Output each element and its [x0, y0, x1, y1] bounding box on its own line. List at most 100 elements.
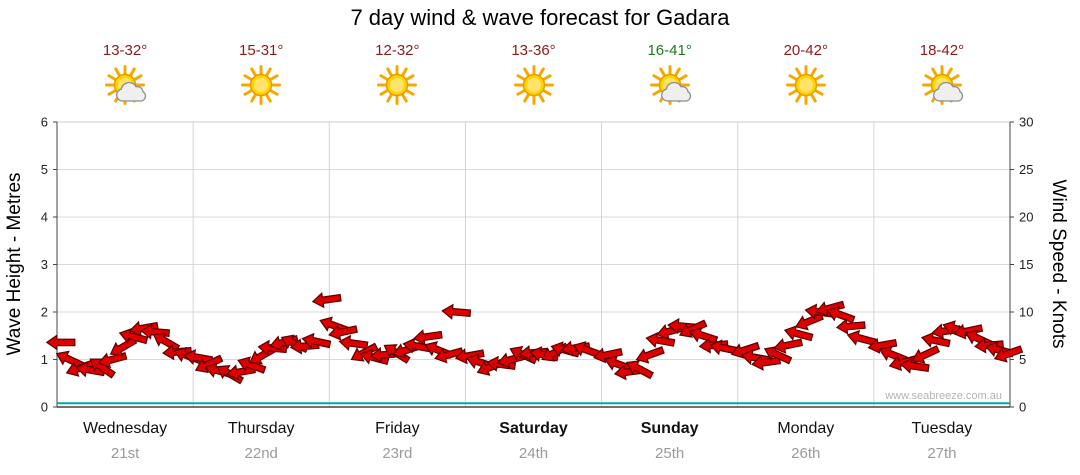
day-name-label: Friday	[375, 420, 419, 437]
left-tick-label: 5	[41, 162, 48, 177]
sun-ray	[379, 74, 390, 81]
weather-icon-row	[0, 63, 1080, 115]
sun	[241, 65, 282, 105]
cloud	[116, 81, 147, 102]
wind-arrow	[794, 312, 824, 331]
left-tick-label: 0	[41, 400, 48, 415]
day-name-label: Tuesday	[912, 420, 973, 437]
day-temperature: 20-42°	[783, 42, 828, 59]
right-tick-label: 10	[1019, 305, 1033, 320]
sun-ray	[931, 67, 938, 77]
sun-ray	[788, 74, 798, 81]
sun-ray	[107, 74, 118, 81]
sun-ray	[250, 93, 258, 103]
wind-arrow	[867, 337, 898, 354]
sun-ray	[541, 74, 552, 81]
sun-ray	[795, 67, 802, 77]
wind-arrow	[773, 337, 804, 354]
sun-ray	[405, 89, 415, 96]
left-tick-label: 2	[41, 305, 48, 320]
day-name-label: Thursday	[228, 420, 295, 437]
sun-cloud-icon	[919, 63, 965, 107]
sun-ray	[243, 89, 254, 96]
sun-ray	[945, 67, 953, 77]
left-tick-label: 4	[41, 210, 48, 225]
sun-ray	[133, 74, 143, 81]
day-temperature: 15-31°	[239, 42, 284, 59]
wind-arrow	[328, 324, 358, 341]
sun-icon	[238, 63, 284, 107]
day-date-label: 21st	[111, 445, 140, 462]
sun-ray	[795, 93, 802, 103]
wind-arrow	[45, 334, 76, 351]
sun-ray	[537, 93, 545, 103]
sun-ray	[243, 74, 254, 81]
day-date-label: 23rd	[382, 445, 412, 462]
right-tick-label: 5	[1019, 352, 1026, 367]
sun-ray	[537, 67, 545, 77]
sun-ray	[107, 89, 118, 96]
wind-arrow	[454, 348, 485, 365]
wind-arrow	[679, 319, 708, 338]
sun-ray	[541, 89, 552, 96]
sun-ray	[129, 67, 136, 77]
sun	[377, 65, 418, 105]
wind-arrow	[835, 318, 866, 335]
sun-ray	[522, 67, 530, 77]
sun-ray	[379, 89, 390, 96]
sun-ray	[673, 67, 681, 77]
day-date-label: 25th	[655, 445, 684, 462]
wind-arrow	[441, 303, 472, 320]
sun	[785, 65, 826, 105]
sun-icon	[374, 63, 420, 107]
sun-ray	[813, 89, 824, 96]
right-tick-label: 25	[1019, 162, 1033, 177]
day-temperature: 16-41°	[647, 42, 692, 59]
day-temperature: 13-32°	[102, 42, 148, 59]
right-tick-label: 15	[1019, 257, 1033, 272]
sun-ray	[809, 93, 817, 103]
sun-ray	[401, 67, 409, 77]
wind-arrow	[826, 306, 856, 324]
sun-ray	[386, 93, 394, 103]
sun-ray	[788, 89, 798, 96]
right-tick-label: 0	[1019, 400, 1026, 415]
wind-arrow	[412, 329, 443, 346]
wind-arrow	[751, 354, 782, 371]
sun-ray	[265, 67, 272, 77]
sun-icon	[511, 63, 557, 107]
day-temperature: 12-32°	[375, 42, 420, 59]
day-date-label: 26th	[791, 445, 820, 462]
cloud	[660, 81, 691, 102]
sun	[513, 65, 554, 105]
day-name-label: Monday	[777, 420, 834, 437]
wind-arrow	[311, 292, 342, 309]
wind-arrow	[625, 360, 654, 380]
sun-ray	[250, 67, 258, 77]
sun-ray	[924, 89, 934, 96]
wind-arrow	[237, 356, 267, 374]
sun-ray	[813, 74, 824, 81]
sun-ray	[658, 67, 666, 77]
sun-ray	[652, 89, 662, 96]
wind-arrow	[899, 357, 930, 374]
day-date-label: 27th	[927, 445, 956, 462]
sun-icon	[783, 63, 829, 107]
wind-arrow	[688, 326, 719, 344]
left-tick-label: 3	[41, 257, 48, 272]
day-date-label: 22nd	[245, 445, 278, 462]
left-tick-label: 6	[41, 115, 48, 130]
sun-ray	[265, 93, 272, 103]
day-name-label: Wednesday	[83, 420, 167, 437]
day-temperature: 13-36°	[511, 42, 556, 59]
watermark: www.seabreeze.com.au	[885, 390, 1002, 402]
sun-ray	[677, 74, 688, 81]
wind-arrow	[194, 354, 224, 374]
right-tick-label: 30	[1019, 115, 1033, 130]
day-name-label: Sunday	[641, 420, 699, 437]
sun-ray	[269, 89, 279, 96]
left-tick-label: 1	[41, 352, 48, 367]
sun-ray	[386, 67, 394, 77]
